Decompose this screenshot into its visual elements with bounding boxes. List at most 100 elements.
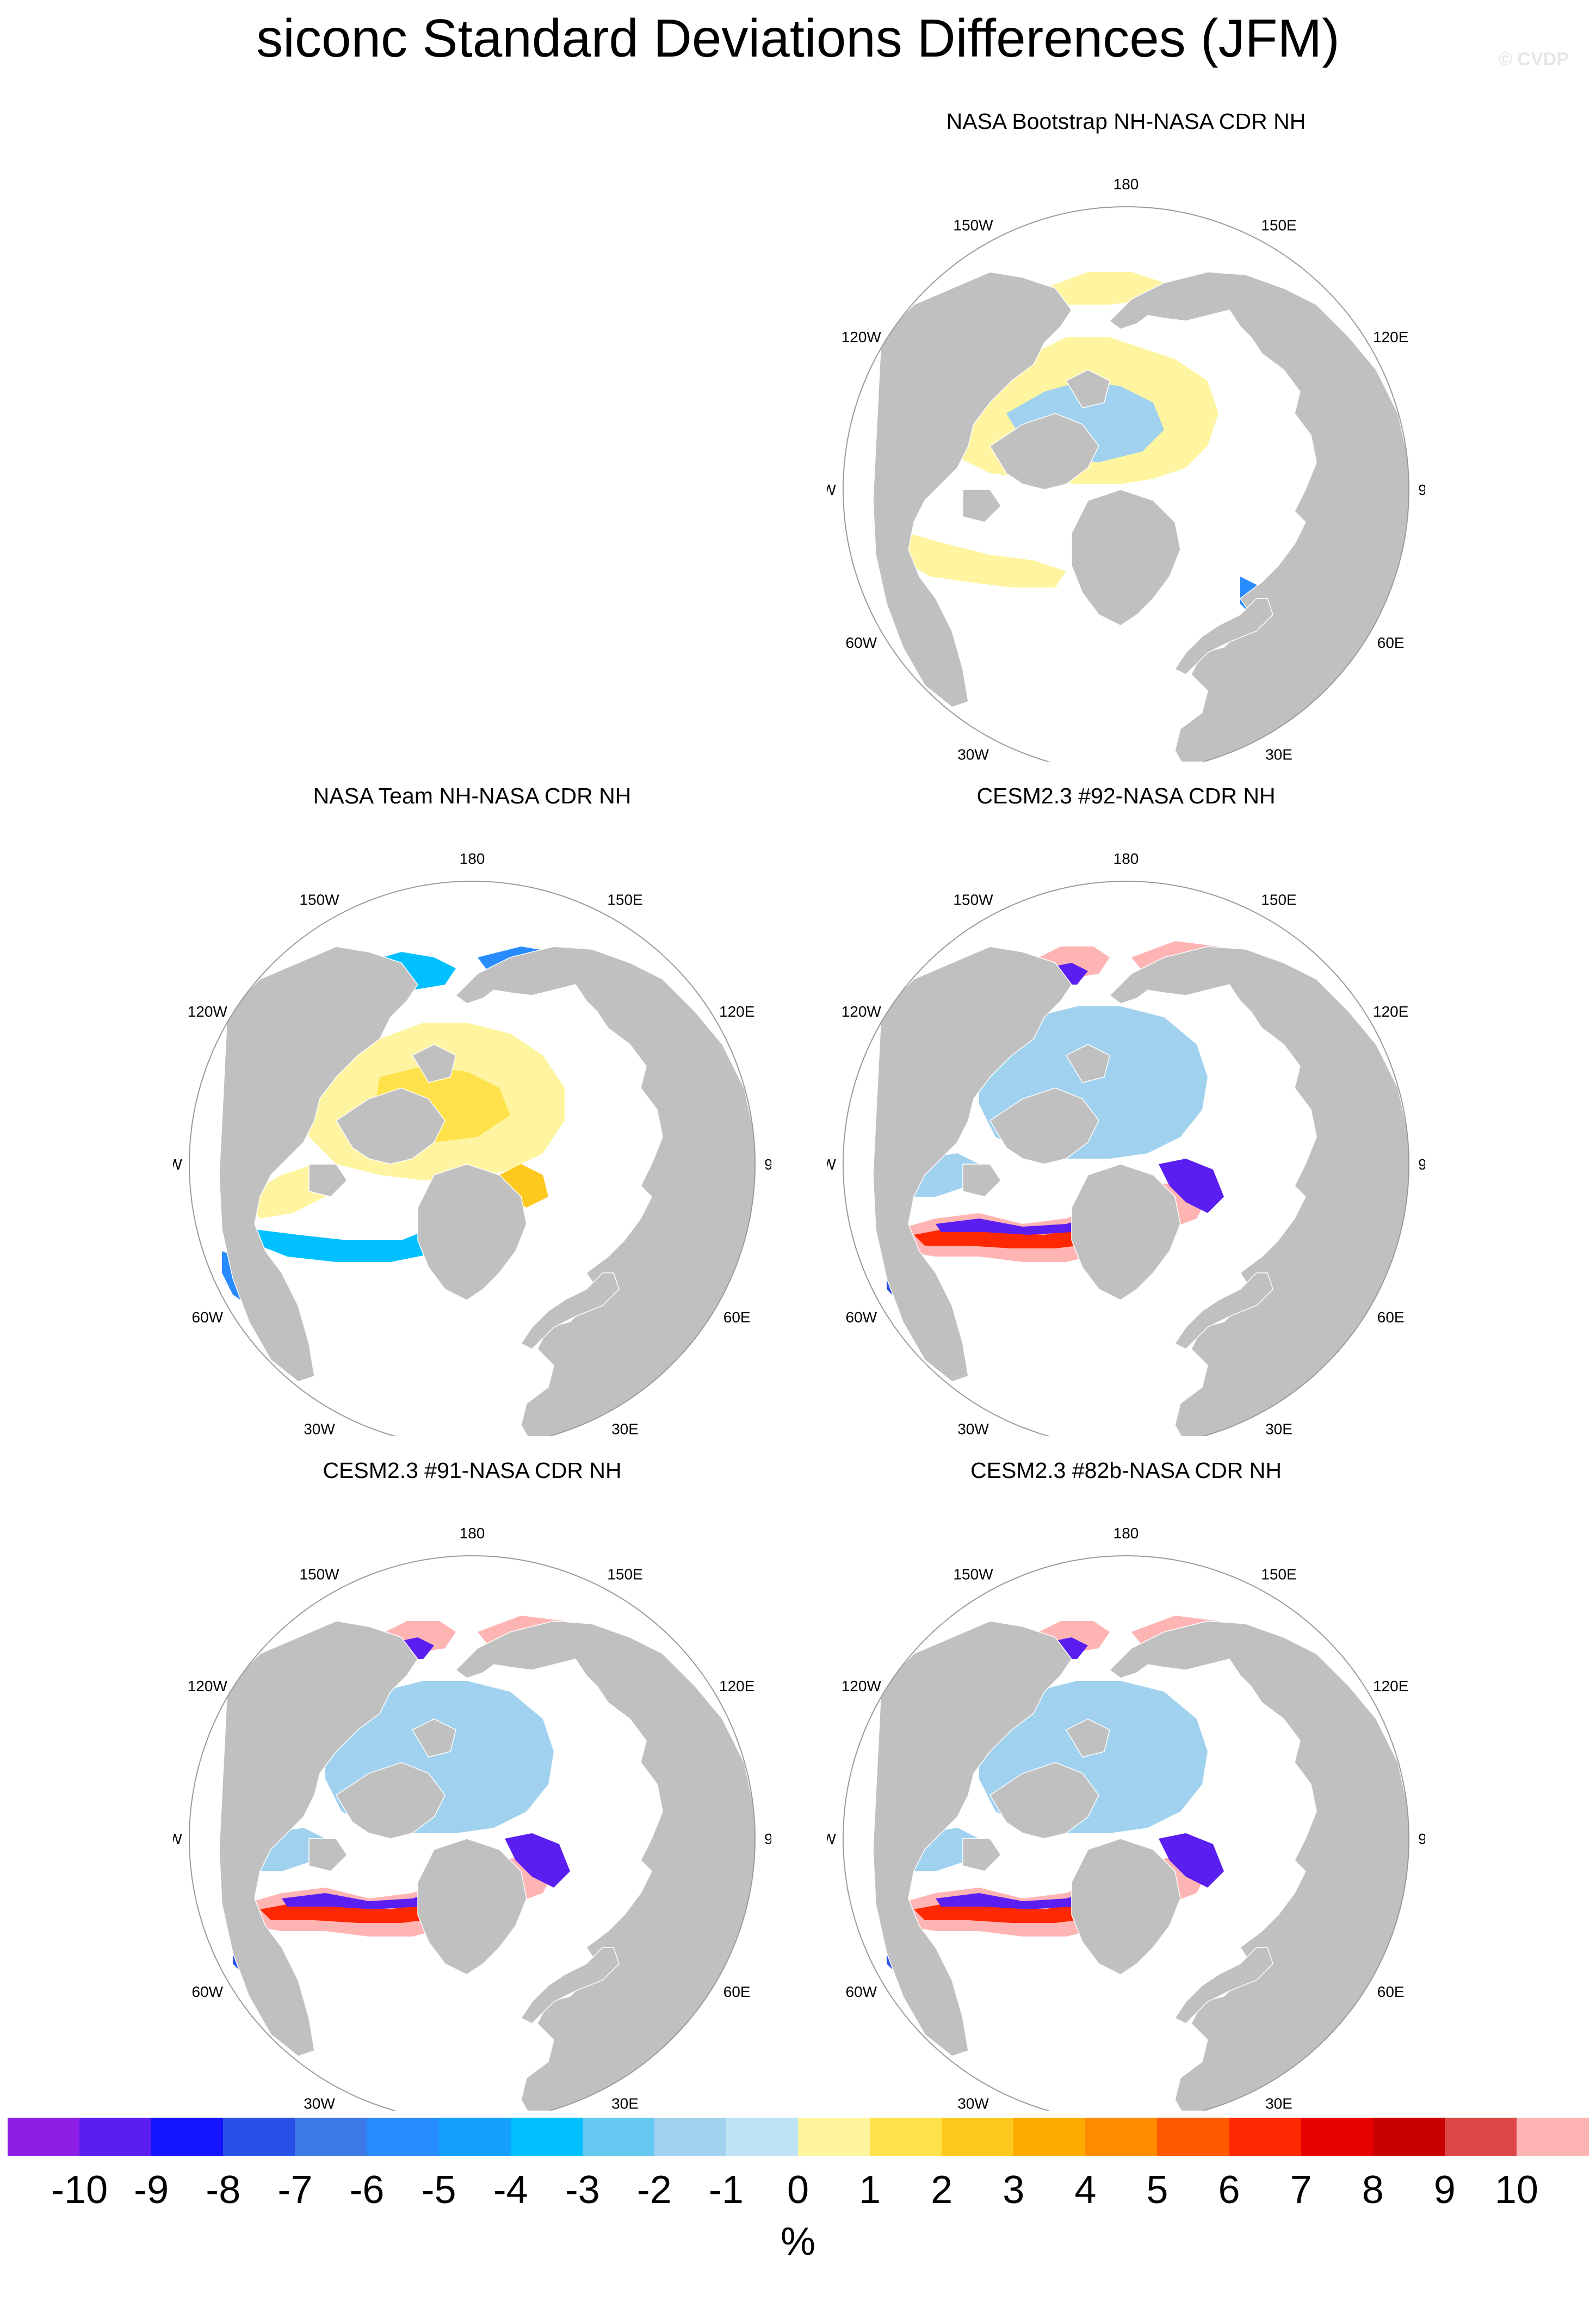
figure-title: siconc Standard Deviations Differences (… [256,8,1340,68]
longitude-label: 120E [719,1003,754,1020]
map-border [189,1555,756,2111]
longitude-label: 90E [1418,1830,1425,1847]
land-mass [989,1762,1099,1839]
longitude-label: 120W [188,1003,228,1020]
longitude-label: 120W [842,1678,882,1694]
map-border [189,881,756,1436]
land-mass [1071,1838,1181,1975]
map-body [843,207,1409,762]
map-panel-bootstrap: NASA Bootstrap NH-NASA CDR NH 180 150E 120… [827,109,1425,762]
longitude-label: 30W [304,1421,335,1436]
colorbar-swatch [79,2118,152,2156]
longitude-label: 30E [1265,746,1292,762]
map-panel-team: NASA Team NH-NASA CDR NH 180 150E 120E 90E 6… [173,783,771,1436]
ice-anomaly-region [282,1871,499,1909]
land-mass [873,1620,1072,2057]
longitude-label: 150E [1261,1566,1296,1582]
longitude-label: 90E [764,1830,771,1847]
land-mass [411,1718,456,1758]
longitude-label: 30E [611,1421,639,1436]
longitude-label: 90E [1418,481,1425,498]
land-mass [989,413,1099,490]
land-mass [411,1044,456,1083]
colorbar-swatch [798,2118,871,2156]
longitude-label: 150E [1261,891,1296,908]
colorbar-swatch [1516,2118,1589,2156]
longitude-label: 180 [460,850,485,867]
longitude-label: 120E [719,1678,754,1694]
longitude-label: 30E [1265,2095,1292,2111]
longitude-label: 30W [957,1421,989,1436]
colorbar-tick-label: 3 [1003,2168,1025,2212]
colorbar-swatch [1157,2118,1230,2156]
map-border [843,1555,1409,2111]
colorbar-tick-label: -3 [565,2168,600,2212]
colorbar-tick-label: 10 [1494,2168,1538,2212]
longitude-label: 180 [460,1525,485,1542]
longitude-label: 90E [764,1156,771,1173]
land-mass [417,1838,527,1975]
longitude-label: 90W [827,481,836,498]
colorbar-swatch [151,2118,224,2156]
map-body [843,881,1409,1436]
cvdp-watermark: © CVDP [1499,49,1569,70]
longitude-label: 180 [1114,176,1139,193]
colorbar-swatch [1444,2118,1517,2156]
map-panel-cesm82b: CESM2.3 #82b-NASA CDR NH 180 150E 120E 90E 6… [827,1458,1425,2111]
longitude-label: 180 [1114,850,1139,867]
colorbar-tick-label: 8 [1362,2168,1384,2212]
colorbar-swatch [1301,2118,1374,2156]
land-mass [308,1164,348,1197]
panel-title: CESM2.3 #92-NASA CDR NH [976,783,1276,808]
panel-title: CESM2.3 #82b-NASA CDR NH [970,1458,1282,1483]
land-mass [873,946,1072,1382]
colorbar-swatch [1085,2118,1158,2156]
land-mass [962,489,1001,523]
colorbar-tick-label: 6 [1218,2168,1240,2212]
land-mass [989,1087,1099,1165]
colorbar-tick-label: -6 [349,2168,385,2212]
land-mass [219,946,418,1382]
colorbar-tick-label: 2 [931,2168,953,2212]
colorbar-swatch [1229,2118,1302,2156]
land-mass [219,1620,418,2057]
polar-map-p1: 180150E120E90E60E30E030W60W90W120W150W [827,176,1425,762]
land-mass [1071,1164,1181,1301]
colorbar-swatch [1013,2118,1086,2156]
colorbar-swatch [654,2118,727,2156]
map-border [843,881,1409,1436]
longitude-label: 120E [1373,329,1408,345]
map-body [189,1556,755,2111]
longitude-label: 120W [188,1678,228,1694]
longitude-label: 150E [1261,217,1296,233]
longitude-label: 120E [1373,1678,1408,1694]
longitude-label: 120E [1373,1003,1408,1020]
longitude-label: 150W [953,1566,993,1582]
colorbar-tick-label: 7 [1290,2168,1312,2212]
land-mass [520,1947,620,2024]
colorbar-tick-label: -4 [493,2168,528,2212]
colorbar-tick-label: -2 [636,2168,672,2212]
ice-anomaly-region [936,1871,1153,1909]
colorbar-swatch [1372,2118,1445,2156]
map-border [843,206,1409,762]
longitude-label: 30W [957,2095,989,2111]
polar-map-p5: 180150E120E90E60E30E030W60W90W120W150W [827,1525,1425,2111]
polar-map-p4: 180150E120E90E60E30E030W60W90W120W150W [173,1525,771,2111]
ice-anomaly-region [903,533,1066,587]
longitude-label: 150W [299,891,339,908]
colorbar-tick-label: 4 [1074,2168,1097,2212]
colorbar-tick-label: -8 [206,2168,241,2212]
longitude-label: 60W [192,1309,224,1326]
land-mass [1174,598,1273,675]
land-mass [335,1087,446,1165]
land-mass [1065,1718,1110,1758]
colorbar-swatch [295,2118,368,2156]
panel-title: NASA Team NH-NASA CDR NH [313,783,632,808]
longitude-label: 120W [842,329,882,345]
ice-anomaly-region [505,1833,570,1888]
longitude-label: 30W [957,746,989,762]
land-mass [1174,1947,1273,2024]
colorbar [8,2118,1589,2156]
colorbar-swatch [438,2118,511,2156]
